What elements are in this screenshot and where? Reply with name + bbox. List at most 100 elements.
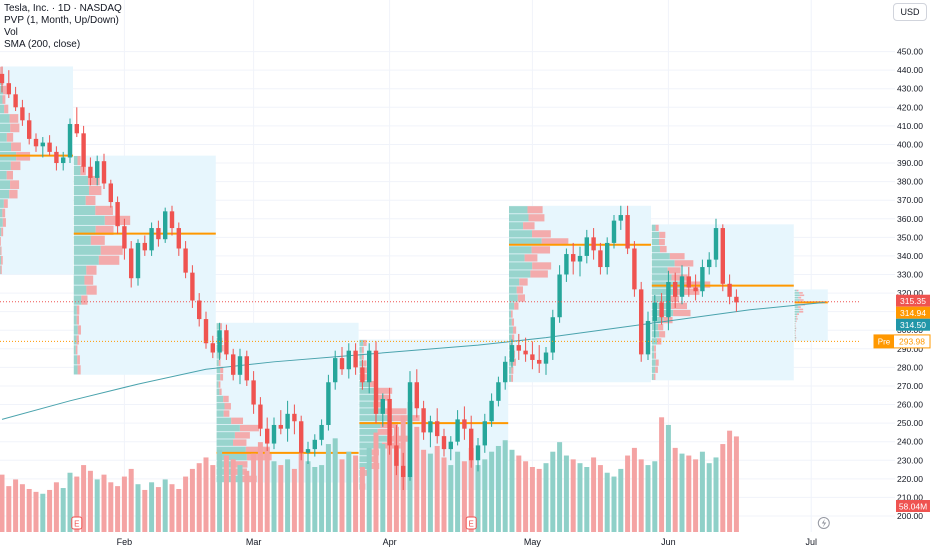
volume-bar: [115, 486, 121, 532]
candle: [591, 228, 596, 260]
candle: [666, 270, 671, 331]
profile-up-bar: [73, 355, 78, 365]
profile-down-bar: [100, 245, 123, 255]
candle-body: [720, 228, 725, 284]
candle: [564, 248, 569, 282]
candle: [271, 417, 277, 450]
candle-body: [20, 107, 25, 121]
y-tick-label: 340.00: [897, 251, 923, 261]
candle-body: [584, 237, 589, 256]
last-price-bg: [896, 294, 930, 307]
candle-body: [224, 330, 229, 355]
profile-down-bar: [517, 294, 525, 302]
volume-bar: [591, 457, 597, 532]
profile-up-bar: [0, 180, 11, 189]
y-axis: 200.00 210.00 220.00 230.00 240.00 250.00 260.…: [897, 47, 923, 521]
indicator-pvp[interactable]: PVP (1, Month, Up/Down): [4, 15, 119, 26]
profile-down-bar: [11, 142, 21, 152]
profile-down-bar: [655, 224, 659, 232]
volume-bar: [421, 449, 427, 532]
profile-down-bar: [10, 180, 20, 189]
profile-up-bar: [794, 289, 797, 292]
profile-up-bar: [0, 161, 11, 171]
profile-down-bar: [671, 302, 688, 310]
volume-bar: [0, 474, 5, 532]
profile-up-bar: [216, 395, 224, 403]
indicator-vol[interactable]: Vol: [4, 27, 18, 38]
candle: [645, 311, 651, 360]
profile-up-bar: [73, 156, 78, 166]
candle: [203, 311, 209, 349]
profile-down-bar: [0, 66, 1, 76]
volume-bar: [217, 449, 223, 532]
candle-body: [421, 408, 426, 433]
candle: [74, 107, 79, 138]
volume-bar: [176, 488, 182, 532]
candle: [727, 274, 732, 305]
profile-down-bar: [528, 214, 545, 222]
candle: [367, 343, 372, 394]
candle: [190, 265, 195, 308]
dividend-marker[interactable]: [817, 517, 830, 529]
earnings-marker[interactable]: E: [465, 516, 477, 530]
volume-bar: [448, 465, 454, 532]
profile-down-bar: [655, 366, 658, 373]
y-tick-label: 270.00: [897, 381, 923, 391]
volume-bar: [312, 467, 318, 532]
candle: [557, 265, 562, 323]
profile-down-bar: [799, 294, 805, 297]
candle-body: [469, 428, 474, 461]
candle-body: [679, 276, 685, 297]
earnings-marker[interactable]: E: [71, 516, 83, 530]
profile-up-bar: [0, 170, 7, 180]
profile-up-bar: [651, 295, 667, 302]
profile-up-bar: [794, 325, 796, 327]
profile-down-bar: [245, 446, 270, 454]
profile-up-bar: [359, 346, 362, 353]
currency-button[interactable]: USD: [893, 3, 927, 21]
volume-bar: [495, 445, 501, 532]
profile-down-bar: [86, 285, 97, 295]
profile-down-bar: [88, 175, 100, 186]
volume-bar: [33, 491, 39, 532]
profile-up-bar: [509, 222, 524, 230]
candle: [639, 281, 644, 362]
profile-up-bar: [509, 294, 518, 302]
candle: [605, 237, 610, 275]
profile-down-bar: [795, 334, 796, 337]
volume-bar: [332, 438, 338, 532]
candle: [6, 70, 11, 99]
indicator-sma[interactable]: SMA (200, close): [4, 39, 81, 50]
last-price-badge: 315.35: [896, 294, 930, 307]
volume-bar: [597, 465, 603, 532]
candle-body: [577, 255, 583, 262]
volume-bar: [468, 447, 474, 532]
candle-body: [278, 424, 283, 429]
candle: [584, 229, 589, 264]
profile-up-bar: [794, 306, 799, 308]
profile-down-bar: [376, 394, 391, 401]
symbol-title[interactable]: Tesla, Inc. · 1D · NASDAQ: [4, 3, 122, 14]
volume-bar: [536, 468, 542, 532]
profile-up-bar: [509, 262, 533, 270]
volume-bar: [223, 455, 229, 532]
volume-bar: [244, 470, 250, 532]
profile-up-bar: [794, 313, 798, 315]
candle-body: [700, 267, 705, 292]
profile-down-bar: [671, 274, 688, 281]
profile-up-bar: [794, 296, 799, 299]
volume-bar: [196, 463, 202, 532]
profile-down-bar: [511, 334, 515, 342]
profile-up-bar: [651, 366, 656, 373]
profile-up-bar: [509, 214, 529, 222]
volume-bar: [441, 457, 447, 532]
volume-bar: [523, 461, 529, 532]
volume-bar: [529, 467, 535, 532]
candle: [292, 404, 297, 435]
candle: [598, 242, 603, 275]
volume-bar: [264, 447, 270, 532]
volume-bar: [550, 451, 556, 532]
candle: [108, 179, 113, 208]
candle: [210, 335, 215, 359]
